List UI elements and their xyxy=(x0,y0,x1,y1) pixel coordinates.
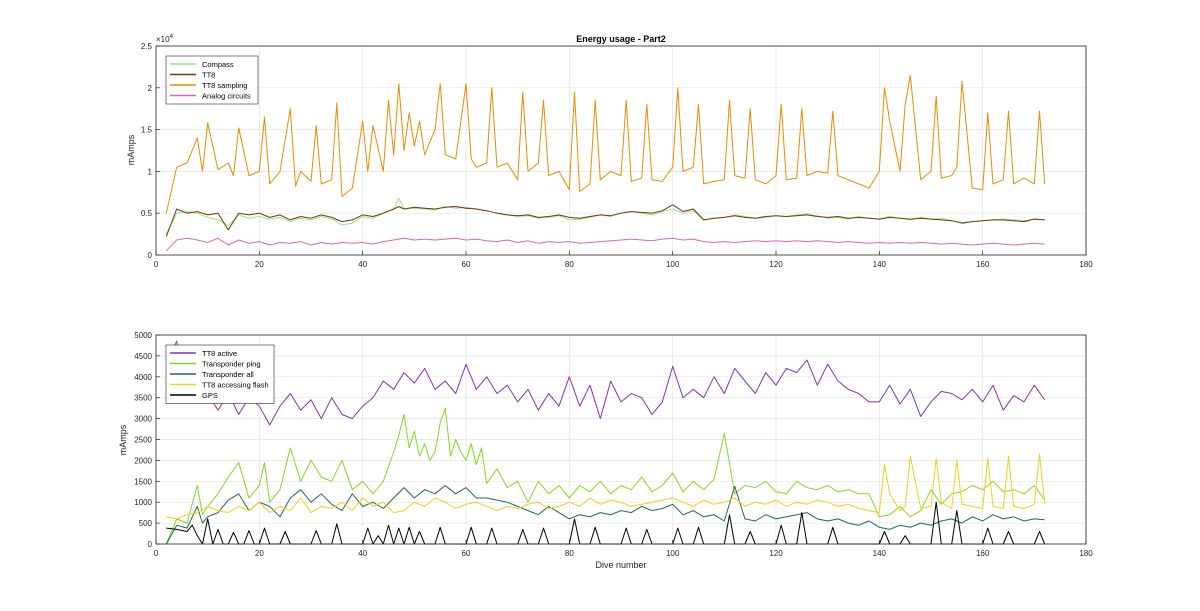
x-tick-label: 140 xyxy=(873,260,887,269)
x-tick-labels: 0 20 40 60 80 100 120 140 160 180 xyxy=(154,540,1093,558)
chart-title: Energy usage - Part2 xyxy=(576,34,666,44)
y-tick-label: 4500 xyxy=(134,352,152,361)
x-tick-label: 180 xyxy=(1079,549,1093,558)
y-tick-label: 3000 xyxy=(134,415,152,424)
y-tick-label: 500 xyxy=(139,519,153,528)
x-tick-label: 100 xyxy=(666,549,680,558)
legend-entry: Transponder ping xyxy=(202,360,261,369)
x-tick-label: 140 xyxy=(873,549,887,558)
y-tick-label: 4000 xyxy=(134,373,152,382)
y-axis-label: mAmps xyxy=(118,424,128,455)
x-tick-label: 0 xyxy=(154,549,159,558)
y-tick-label: 2.5 xyxy=(141,42,153,51)
legend-entry: TT8 active xyxy=(202,349,237,358)
x-tick-label: 120 xyxy=(769,260,783,269)
legend-entry: Compass xyxy=(202,60,234,69)
y-tick-label: 2 xyxy=(148,84,153,93)
x-tick-label: 20 xyxy=(255,260,264,269)
x-tick-label: 120 xyxy=(769,549,783,558)
y-tick-label: 5000 xyxy=(134,331,152,340)
series-line-tt8-accessing-flash xyxy=(166,453,1046,520)
y-tick-label: 0 xyxy=(148,540,153,549)
y-tick-label: 1.5 xyxy=(141,126,153,135)
series-line-transponder-all xyxy=(165,485,1045,545)
x-tick-label: 80 xyxy=(565,260,574,269)
x-tick-label: 40 xyxy=(358,549,367,558)
y-tick-label: 3500 xyxy=(134,394,152,403)
legend-entry: TT8 accessing flash xyxy=(202,381,269,390)
series-line-transponder-ping xyxy=(165,407,1046,545)
legend-entry: TT8 xyxy=(202,71,215,80)
y-tick-label: 0 xyxy=(148,251,153,260)
y-axis-label: mAmps xyxy=(126,134,136,165)
y-tick-label: 1000 xyxy=(134,498,152,507)
series-line-tt8-sampling xyxy=(165,74,1046,214)
x-axis-label: Dive number xyxy=(595,560,646,570)
x-tick-label: 60 xyxy=(462,549,471,558)
axes-energy-part2: 0 20 40 60 80 100 120 140 160 180 0 0.5 1 1.5 2 2.5 En… xyxy=(126,34,1093,269)
series-group xyxy=(165,74,1046,252)
x-tick-labels: 0 20 40 60 80 100 120 140 160 180 xyxy=(154,251,1093,269)
axes-frame xyxy=(155,45,1087,256)
y-tick-label: 1500 xyxy=(134,477,152,486)
y-tick-labels: 0 500 1000 1500 2000 2500 3000 3500 4000 4500 5000 xyxy=(134,331,160,549)
series-line-tt8-active xyxy=(165,340,1046,426)
series-line-tt8 xyxy=(165,204,1045,237)
x-tick-label: 80 xyxy=(565,549,574,558)
y-tick-label: 1 xyxy=(148,167,153,176)
axes-background xyxy=(156,46,1086,255)
x-tick-label: 60 xyxy=(462,260,471,269)
legend-entry: Analog circuits xyxy=(202,92,251,101)
y-tick-labels: 0 0.5 1 1.5 2 2.5 xyxy=(141,42,160,260)
legend-entry: TT8 sampling xyxy=(202,81,247,90)
x-tick-label: 180 xyxy=(1079,260,1093,269)
y-tick-label: 2500 xyxy=(134,436,152,445)
y-tick-label: 0.5 xyxy=(141,209,153,218)
legend-entry: GPS xyxy=(202,391,218,400)
x-tick-label: 20 xyxy=(255,549,264,558)
series-line-analog-circuits xyxy=(165,237,1045,252)
x-tick-label: 0 xyxy=(154,260,159,269)
x-tick-label: 160 xyxy=(976,549,990,558)
axes-currents: 0 20 40 60 80 100 120 140 160 180 0 500 1000 1500 200… xyxy=(118,331,1093,570)
y-tick-label: 2000 xyxy=(134,456,152,465)
legend-entry: Transponder all xyxy=(202,370,254,379)
exponent-label: ×104 xyxy=(156,34,174,44)
x-tick-label: 100 xyxy=(666,260,680,269)
x-tick-label: 160 xyxy=(976,260,990,269)
x-tick-label: 40 xyxy=(358,260,367,269)
